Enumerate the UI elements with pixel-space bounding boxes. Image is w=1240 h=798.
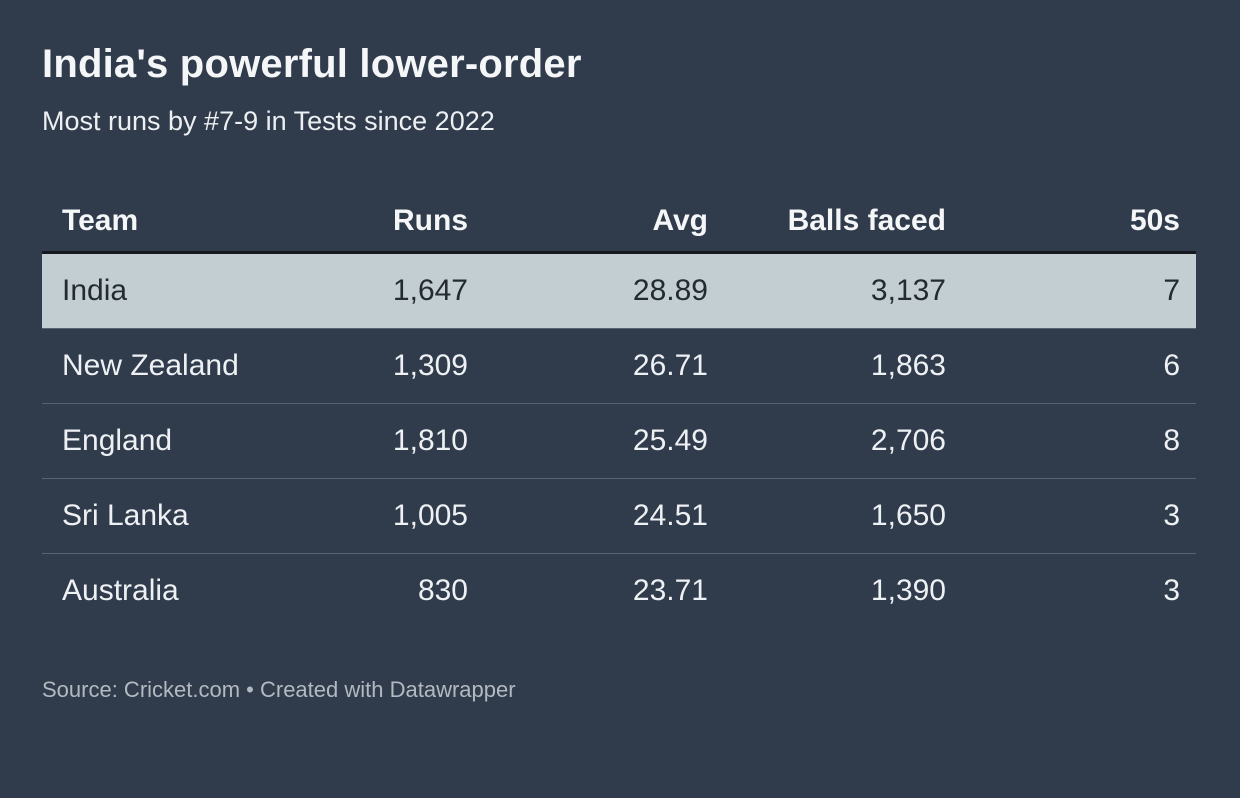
cell-50s: 3 [962, 553, 1196, 628]
cell-avg: 28.89 [484, 252, 724, 329]
cell-50s: 7 [962, 252, 1196, 329]
cell-runs: 1,647 [260, 252, 484, 329]
column-header-team: Team [42, 190, 260, 254]
cell-avg: 25.49 [484, 403, 724, 479]
cell-50s: 6 [962, 328, 1196, 404]
cell-team: India [42, 252, 260, 329]
cell-avg: 26.71 [484, 328, 724, 404]
table-body: India 1,647 28.89 3,137 7 New Zealand 1,… [42, 252, 1196, 628]
cell-avg: 23.71 [484, 553, 724, 628]
cell-balls-faced: 1,650 [724, 478, 962, 554]
column-header-runs: Runs [260, 190, 484, 254]
cell-50s: 3 [962, 478, 1196, 554]
stats-table: Team Runs Avg Balls faced 50s India 1,64… [42, 190, 1196, 628]
column-header-balls-faced: Balls faced [724, 190, 962, 254]
cell-runs: 1,005 [260, 478, 484, 554]
table-row-india: India 1,647 28.89 3,137 7 [42, 252, 1196, 329]
table-row-australia: Australia 830 23.71 1,390 3 [42, 553, 1196, 628]
cell-team: Australia [42, 553, 260, 628]
cell-balls-faced: 3,137 [724, 252, 962, 329]
datawrapper-table-chart: India's powerful lower-order Most runs b… [0, 40, 1240, 798]
cell-team: New Zealand [42, 328, 260, 404]
cell-runs: 1,810 [260, 403, 484, 479]
cell-balls-faced: 2,706 [724, 403, 962, 479]
cell-avg: 24.51 [484, 478, 724, 554]
cell-team: Sri Lanka [42, 478, 260, 554]
cell-team: England [42, 403, 260, 479]
table-header: Team Runs Avg Balls faced 50s [42, 190, 1196, 254]
table-header-row: Team Runs Avg Balls faced 50s [42, 190, 1196, 254]
cell-runs: 830 [260, 553, 484, 628]
table-row-sri-lanka: Sri Lanka 1,005 24.51 1,650 3 [42, 478, 1196, 554]
chart-title: India's powerful lower-order [42, 42, 582, 86]
column-header-50s: 50s [962, 190, 1196, 254]
column-header-avg: Avg [484, 190, 724, 254]
cell-balls-faced: 1,863 [724, 328, 962, 404]
cell-50s: 8 [962, 403, 1196, 479]
table-row-new-zealand: New Zealand 1,309 26.71 1,863 6 [42, 328, 1196, 404]
cell-runs: 1,309 [260, 328, 484, 404]
cell-balls-faced: 1,390 [724, 553, 962, 628]
table-row-england: England 1,810 25.49 2,706 8 [42, 403, 1196, 479]
chart-subtitle: Most runs by #7-9 in Tests since 2022 [42, 106, 495, 136]
source-attribution: Source: Cricket.com • Created with Dataw… [42, 677, 516, 702]
